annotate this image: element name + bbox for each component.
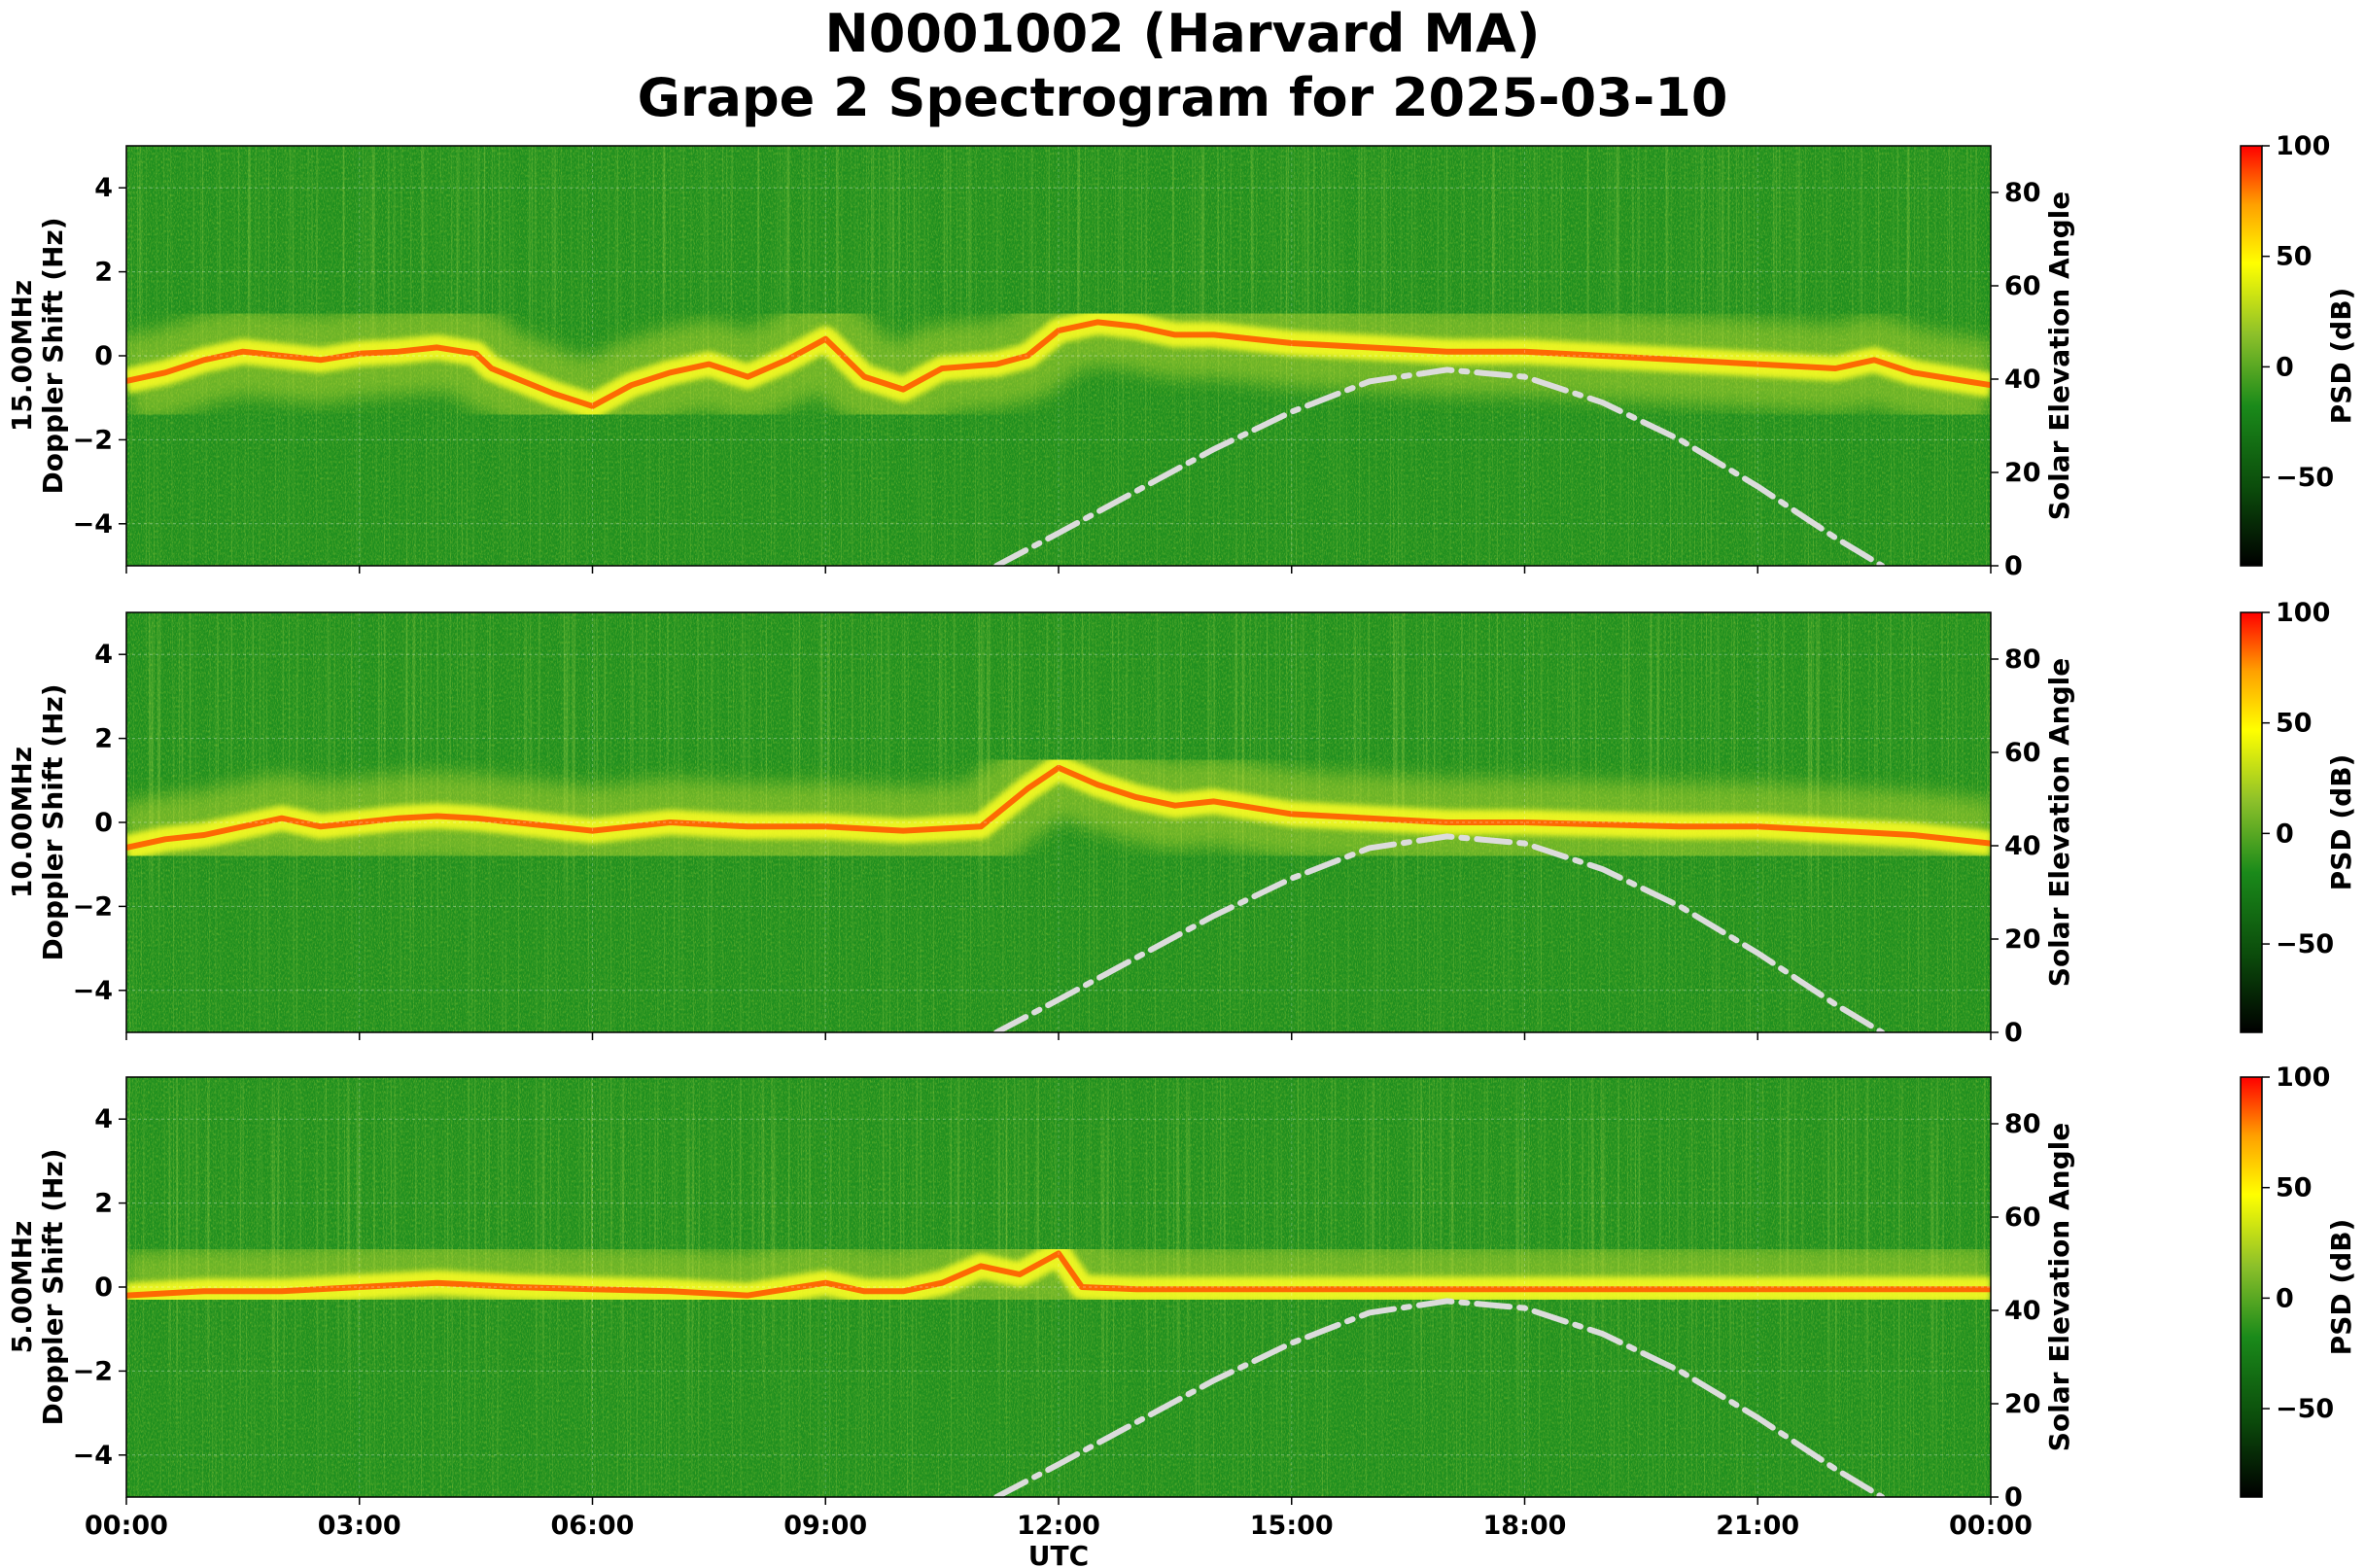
y-tick-label: −4 bbox=[73, 1441, 113, 1471]
x-tick-label: 06:00 bbox=[551, 1511, 635, 1541]
spectrogram-area bbox=[126, 146, 1991, 566]
y-tick-label: 0 bbox=[94, 341, 113, 371]
x-tick-label: 18:00 bbox=[1483, 1511, 1567, 1541]
y-axis-label: Doppler Shift (Hz) bbox=[37, 1148, 69, 1425]
y-tick-label: 2 bbox=[94, 724, 113, 754]
y2-tick-label: 20 bbox=[2004, 924, 2041, 955]
spectrogram-area bbox=[126, 1077, 1991, 1497]
x-tick-label: 09:00 bbox=[783, 1511, 867, 1541]
panel-frequency-label: 10.00MHz bbox=[6, 747, 38, 898]
solar-elevation-curve bbox=[993, 833, 1886, 1032]
colorbar bbox=[2240, 1076, 2263, 1498]
figure-title: N0001002 (Harvard MA) Grape 2 Spectrogra… bbox=[0, 2, 2365, 130]
title-line-1: N0001002 (Harvard MA) bbox=[824, 3, 1541, 64]
colorbar-tick-label: 0 bbox=[2276, 352, 2294, 382]
x-tick-label: 12:00 bbox=[1017, 1511, 1100, 1541]
colorbar-tick-label: 0 bbox=[2276, 819, 2294, 849]
y-tick-label: 4 bbox=[94, 640, 113, 670]
panel-frequency-label: 15.00MHz bbox=[6, 280, 38, 432]
y2-tick-label: 60 bbox=[2004, 271, 2041, 301]
colorbar-tick-label: 100 bbox=[2276, 1063, 2330, 1093]
title-line-2: Grape 2 Spectrogram for 2025-03-10 bbox=[637, 67, 1728, 128]
y2-tick-label: 60 bbox=[2004, 1202, 2041, 1233]
doppler-trace bbox=[126, 1250, 1991, 1299]
x-tick-label: 15:00 bbox=[1250, 1511, 1334, 1541]
y2-tick-label: 60 bbox=[2004, 738, 2041, 768]
y-tick-label: −2 bbox=[73, 425, 113, 455]
y-axis-label: Doppler Shift (Hz) bbox=[37, 217, 69, 494]
colorbar-tick-label: −50 bbox=[2276, 929, 2334, 959]
y2-tick-label: 40 bbox=[2004, 365, 2041, 395]
y2-tick-label: 0 bbox=[2004, 1482, 2023, 1513]
doppler-trace bbox=[126, 764, 1991, 851]
y-tick-label: 4 bbox=[94, 173, 113, 203]
y-tick-label: 0 bbox=[94, 1272, 113, 1303]
y-tick-label: −4 bbox=[73, 976, 113, 1006]
y-tick-label: −2 bbox=[73, 891, 113, 922]
y-tick-label: 0 bbox=[94, 808, 113, 838]
colorbar-tick-label: 50 bbox=[2276, 709, 2313, 739]
x-tick-label: 00:00 bbox=[1949, 1511, 2033, 1541]
colorbar-tick-label: 100 bbox=[2276, 598, 2330, 628]
y-tick-label: −4 bbox=[73, 509, 113, 540]
colorbar-tick-label: −50 bbox=[2276, 1394, 2334, 1424]
y2-tick-label: 0 bbox=[2004, 1018, 2023, 1048]
y2-tick-label: 80 bbox=[2004, 1109, 2041, 1139]
colorbar-tick-label: −50 bbox=[2276, 463, 2334, 493]
solar-elevation-curve bbox=[993, 1298, 1886, 1497]
x-tick-label: 00:00 bbox=[85, 1511, 168, 1541]
x-axis-label: UTC bbox=[1028, 1540, 1089, 1568]
colorbar-label: PSD (dB) bbox=[2325, 754, 2357, 891]
y-tick-label: 4 bbox=[94, 1104, 113, 1134]
colorbar-tick-label: 50 bbox=[2276, 1173, 2313, 1203]
y2-tick-label: 20 bbox=[2004, 458, 2041, 488]
y2-tick-label: 0 bbox=[2004, 551, 2023, 581]
colorbar-label: PSD (dB) bbox=[2325, 1219, 2357, 1356]
x-tick-label: 03:00 bbox=[318, 1511, 401, 1541]
solar-elevation-curve bbox=[993, 366, 1886, 566]
y-axis-label: Doppler Shift (Hz) bbox=[37, 683, 69, 960]
y2-tick-label: 40 bbox=[2004, 1296, 2041, 1326]
colorbar bbox=[2240, 145, 2263, 567]
y2-axis-label: Solar Elevation Angle bbox=[2043, 1123, 2075, 1451]
y2-tick-label: 40 bbox=[2004, 831, 2041, 861]
doppler-trace bbox=[126, 319, 1991, 409]
colorbar-tick-label: 50 bbox=[2276, 242, 2313, 272]
y2-tick-label: 80 bbox=[2004, 645, 2041, 675]
y2-tick-label: 80 bbox=[2004, 178, 2041, 208]
colorbar-label: PSD (dB) bbox=[2325, 288, 2357, 425]
x-tick-label: 21:00 bbox=[1716, 1511, 1799, 1541]
y-tick-label: −2 bbox=[73, 1356, 113, 1386]
y-tick-label: 2 bbox=[94, 1189, 113, 1219]
colorbar bbox=[2240, 611, 2263, 1033]
spectrogram-area bbox=[126, 612, 1991, 1032]
panel-frequency-label: 5.00MHz bbox=[6, 1221, 38, 1354]
y2-axis-label: Solar Elevation Angle bbox=[2043, 192, 2075, 520]
y-tick-label: 2 bbox=[94, 258, 113, 288]
y2-tick-label: 20 bbox=[2004, 1389, 2041, 1419]
colorbar-tick-label: 100 bbox=[2276, 131, 2330, 161]
y2-axis-label: Solar Elevation Angle bbox=[2043, 658, 2075, 987]
colorbar-tick-label: 0 bbox=[2276, 1283, 2294, 1313]
